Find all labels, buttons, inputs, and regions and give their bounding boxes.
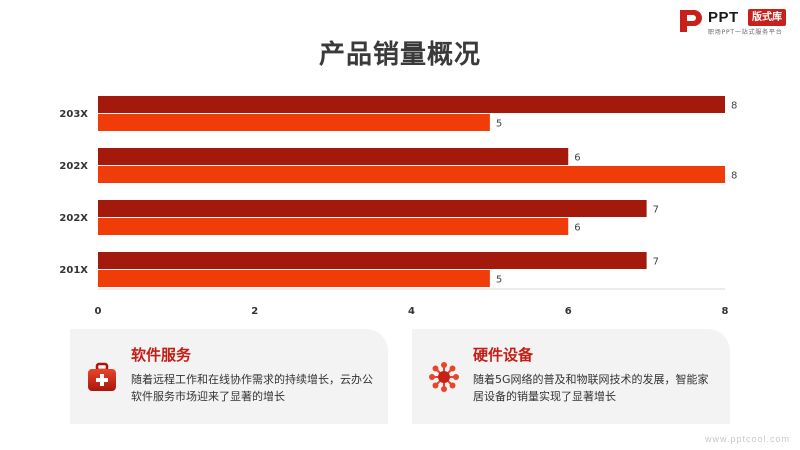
card-hardware-devices: 硬件设备 随着5G网络的普及和物联网技术的发展，智能家居设备的销量实现了显著增长 — [412, 329, 730, 424]
card-software-services: 软件服务 随着远程工作和在线协作需求的持续增长，云办公软件服务市场迎来了显著的增… — [70, 329, 388, 424]
x-tick-label: 0 — [95, 306, 102, 317]
bar — [98, 148, 569, 165]
x-tick-label: 2 — [251, 306, 258, 317]
x-tick-label: 8 — [722, 306, 729, 317]
bar — [98, 252, 647, 269]
bar — [98, 114, 490, 131]
bar — [98, 200, 647, 217]
data-label: 8 — [731, 171, 737, 182]
logo-tagline: 职场PPT一站式服务平台 — [708, 29, 783, 36]
card-description: 随着远程工作和在线协作需求的持续增长，云办公软件服务市场迎来了显著的增长 — [131, 373, 373, 403]
logo-mark-icon — [680, 10, 702, 32]
page-title: 产品销量概况 — [318, 40, 481, 70]
category-label: 202X — [59, 213, 88, 224]
data-label: 6 — [574, 223, 580, 234]
x-tick-label: 4 — [408, 306, 415, 317]
data-label: 5 — [496, 275, 502, 286]
data-label: 6 — [574, 153, 580, 164]
bar — [98, 270, 490, 287]
brand-logo: PPT 版式库 职场PPT一站式服务平台 — [678, 8, 796, 36]
data-label: 7 — [653, 257, 659, 268]
logo-badge: 版式库 — [748, 9, 786, 26]
logo-brand-text: PPT — [708, 9, 739, 26]
category-label: 203X — [59, 109, 88, 120]
data-label: 8 — [731, 101, 737, 112]
bar — [98, 218, 569, 235]
card-description: 随着5G网络的普及和物联网技术的发展，智能家居设备的销量实现了显著增长 — [473, 373, 709, 403]
card-title: 软件服务 — [131, 346, 192, 364]
category-label: 201X — [59, 265, 88, 276]
medical-kit-icon — [88, 362, 116, 391]
data-label: 5 — [496, 119, 502, 130]
bar-chart: 203X 8 5 202X 6 8 202X 7 6 201X 7 5 0 2 4 6 8 — [59, 96, 737, 317]
watermark: www.pptcool.com — [704, 434, 790, 444]
data-label: 7 — [653, 205, 659, 216]
x-tick-label: 6 — [565, 306, 572, 317]
card-title: 硬件设备 — [473, 346, 534, 364]
bar — [98, 166, 725, 183]
bar — [98, 96, 725, 113]
network-hub-icon — [429, 362, 459, 392]
category-label: 202X — [59, 161, 88, 172]
